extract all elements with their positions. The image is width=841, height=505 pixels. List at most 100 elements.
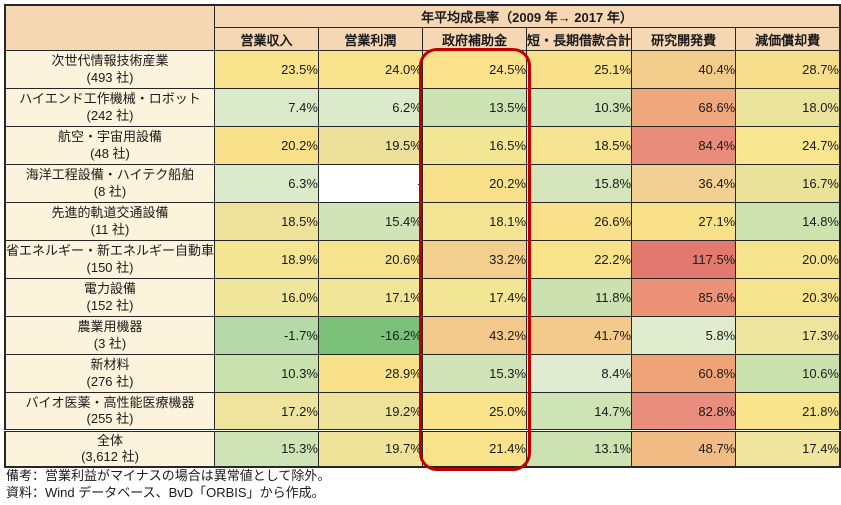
- table-cell: 24.7%: [735, 126, 841, 165]
- table-cell: 14.8%: [735, 202, 841, 241]
- row-label: 航空・宇宙用設備 (48 社): [4, 126, 216, 165]
- table-cell: 13.1%: [526, 429, 633, 467]
- row-label: 省エネルギー・新エネルギー自動車 (150 社): [4, 240, 216, 279]
- table-cell: 26.6%: [526, 202, 633, 241]
- table-cell: 20.2%: [214, 126, 319, 165]
- table-cell: 43.2%: [421, 316, 528, 355]
- table-cell: 11.8%: [526, 278, 633, 317]
- table-cell: 41.7%: [526, 316, 633, 355]
- table-cell: 20.3%: [735, 278, 841, 317]
- table-row: バイオ医薬・高性能医療機器 (255 社) 17.2% 19.2% 25.0% 1…: [4, 392, 841, 431]
- table-cell: 16.0%: [214, 278, 319, 317]
- table-row: 電力設備 (152 社) 16.0% 17.1% 17.4% 11.8% 85.6…: [4, 278, 841, 317]
- table-cell: 19.5%: [317, 126, 423, 165]
- table-cell: 10.3%: [214, 354, 319, 393]
- growth-rate-table: 年平均成長率（2009 年→ 2017 年） 営業収入 営業利潤 政府補助金 短…: [4, 4, 841, 468]
- table-cell: 68.6%: [631, 88, 737, 127]
- table-row: 先進的軌道交通設備 (11 社) 18.5% 15.4% 18.1% 26.6% …: [4, 202, 841, 241]
- table-cell: 5.8%: [631, 316, 737, 355]
- table-cell: 20.2%: [421, 164, 528, 203]
- table-row: ハイエンド工作機械・ロボット (242 社) 7.4% 6.2% 13.5% 10…: [4, 88, 841, 127]
- row-label: バイオ医薬・高性能医療機器 (255 社): [4, 392, 216, 431]
- table-cell: 18.0%: [735, 88, 841, 127]
- table-cell: 18.1%: [421, 202, 528, 241]
- table-cell: 117.5%: [631, 240, 737, 279]
- table-cell: 33.2%: [421, 240, 528, 279]
- col-header-operating-profit: 営業利潤: [317, 27, 423, 51]
- table-row: 航空・宇宙用設備 (48 社) 20.2% 19.5% 16.5% 18.5% 8…: [4, 126, 841, 165]
- table-cell: -1.7%: [214, 316, 319, 355]
- table-cell: 6.2%: [317, 88, 423, 127]
- table-cell: 16.7%: [735, 164, 841, 203]
- row-label: 電力設備 (152 社): [4, 278, 216, 317]
- table-cell: 18.5%: [526, 126, 633, 165]
- table-cell: 23.5%: [214, 50, 319, 89]
- footnote-source: 資料：Wind データベース、BvD「ORBIS」から作成。: [6, 484, 325, 500]
- table-cell: 13.5%: [421, 88, 528, 127]
- row-label: 農業用機器 (3 社): [4, 316, 216, 355]
- table-cell: 48.7%: [631, 429, 737, 467]
- col-header-borrowings: 短・長期借款合計: [526, 27, 633, 51]
- table-row: 海洋工程設備・ハイテク船舶 (8 社) 6.3% - 20.2% 15.8% 36…: [4, 164, 841, 203]
- table-title: 年平均成長率（2009 年→ 2017 年）: [214, 4, 841, 28]
- table-cell: 7.4%: [214, 88, 319, 127]
- row-label: ハイエンド工作機械・ロボット (242 社): [4, 88, 216, 127]
- table-row: 省エネルギー・新エネルギー自動車 (150 社) 18.9% 20.6% 33.2…: [4, 240, 841, 279]
- table-cell: 6.3%: [214, 164, 319, 203]
- table-cell: 28.7%: [735, 50, 841, 89]
- table-row: 新材料 (276 社) 10.3% 28.9% 15.3% 8.4% 60.8% …: [4, 354, 841, 393]
- corner-cell: [4, 4, 216, 51]
- table-cell: 25.1%: [526, 50, 633, 89]
- row-label: 先進的軌道交通設備 (11 社): [4, 202, 216, 241]
- table-cell: 20.6%: [317, 240, 423, 279]
- table-cell: 17.3%: [735, 316, 841, 355]
- footnote-remark: 備考：営業利益がマイナスの場合は異常値として除外。: [6, 468, 331, 483]
- table-cell: 36.4%: [631, 164, 737, 203]
- table-cell: 17.4%: [735, 429, 841, 467]
- col-header-depreciation: 減価償却費: [735, 27, 841, 51]
- row-label: 次世代情報技術産業 (493 社): [4, 50, 216, 89]
- table-cell: 21.8%: [735, 392, 841, 431]
- table-cell: 10.6%: [735, 354, 841, 393]
- table-cell: 17.1%: [317, 278, 423, 317]
- table-cell: 17.4%: [421, 278, 528, 317]
- table-cell: 40.4%: [631, 50, 737, 89]
- footnotes: 備考：営業利益がマイナスの場合は異常値として除外。 資料：Wind データベース…: [6, 468, 330, 502]
- table-cell: 19.2%: [317, 392, 423, 431]
- table-cell: 15.4%: [317, 202, 423, 241]
- col-header-government-subsidy: 政府補助金: [421, 27, 528, 51]
- table-cell: 60.8%: [631, 354, 737, 393]
- table-cell: 15.8%: [526, 164, 633, 203]
- table-cell: 27.1%: [631, 202, 737, 241]
- table-cell: 19.7%: [317, 429, 423, 467]
- table-cell: 18.9%: [214, 240, 319, 279]
- table-row-total: 全体 (3,612 社) 15.3% 19.7% 21.4% 13.1% 48.7…: [4, 429, 841, 467]
- table-cell: 17.2%: [214, 392, 319, 431]
- table-cell: 8.4%: [526, 354, 633, 393]
- table-cell: 14.7%: [526, 392, 633, 431]
- table-cell: -16.2%: [317, 316, 423, 355]
- table-cell: 20.0%: [735, 240, 841, 279]
- table-row: 農業用機器 (3 社) -1.7% -16.2% 43.2% 41.7% 5.8%…: [4, 316, 841, 355]
- table-cell: 15.3%: [214, 429, 319, 467]
- table-cell: 15.3%: [421, 354, 528, 393]
- table-cell: 85.6%: [631, 278, 737, 317]
- table-cell: 24.5%: [421, 50, 528, 89]
- table-cell: 25.0%: [421, 392, 528, 431]
- table-cell: -: [317, 164, 423, 203]
- table-row: 次世代情報技術産業 (493 社) 23.5% 24.0% 24.5% 25.1%…: [4, 50, 841, 89]
- row-label: 海洋工程設備・ハイテク船舶 (8 社): [4, 164, 216, 203]
- table-cell: 84.4%: [631, 126, 737, 165]
- table-cell: 24.0%: [317, 50, 423, 89]
- table-cell: 28.9%: [317, 354, 423, 393]
- table-cell: 21.4%: [421, 429, 528, 467]
- table-cell: 18.5%: [214, 202, 319, 241]
- table-cell: 16.5%: [421, 126, 528, 165]
- table-cell: 82.8%: [631, 392, 737, 431]
- col-header-rnd-expense: 研究開発費: [631, 27, 737, 51]
- row-label-total: 全体 (3,612 社): [4, 429, 216, 467]
- table-cell: 10.3%: [526, 88, 633, 127]
- col-header-operating-revenue: 営業収入: [214, 27, 319, 51]
- row-label: 新材料 (276 社): [4, 354, 216, 393]
